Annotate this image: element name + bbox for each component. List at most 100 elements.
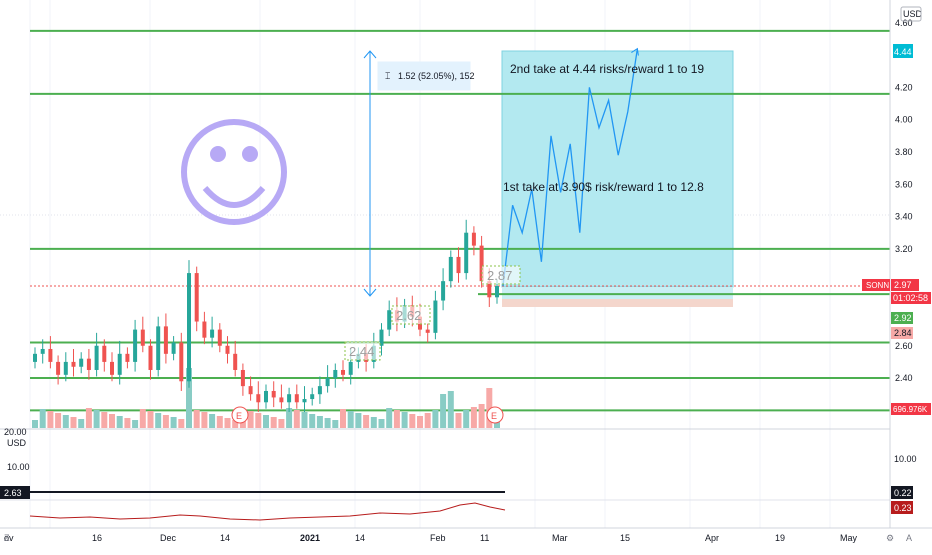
earnings-marker[interactable]: E bbox=[231, 406, 249, 424]
volume-bar bbox=[62, 415, 69, 428]
symbol-badge: SONN bbox=[866, 281, 889, 290]
candle[interactable] bbox=[79, 358, 84, 367]
candle[interactable] bbox=[294, 394, 299, 403]
volume-bar bbox=[247, 411, 254, 428]
candle[interactable] bbox=[433, 300, 438, 333]
candle[interactable] bbox=[63, 361, 68, 375]
candle[interactable] bbox=[210, 329, 215, 338]
measure-tool[interactable]: ⌶ 1.52 (52.05%), 152 bbox=[363, 50, 475, 297]
forecast-path[interactable] bbox=[502, 48, 639, 287]
time-axis-label: 2021 bbox=[300, 533, 320, 543]
auto-scale-icon[interactable]: A bbox=[906, 533, 912, 543]
volume-bar bbox=[32, 420, 38, 428]
volume-bar bbox=[324, 418, 331, 428]
volume-bar bbox=[378, 419, 385, 428]
measure-label: 1.52 (52.05%), 152 bbox=[398, 71, 475, 81]
candle[interactable] bbox=[333, 369, 338, 379]
candle[interactable] bbox=[140, 329, 145, 346]
candle[interactable] bbox=[179, 342, 184, 382]
candle[interactable] bbox=[271, 390, 276, 398]
candle[interactable] bbox=[71, 361, 76, 367]
candle[interactable] bbox=[94, 345, 99, 370]
volume-bar bbox=[470, 407, 477, 428]
candle[interactable] bbox=[86, 358, 91, 370]
stop-zone bbox=[502, 299, 733, 307]
settings-icon[interactable]: ⚙ bbox=[886, 533, 894, 543]
volume-bar bbox=[463, 410, 470, 428]
candle[interactable] bbox=[117, 353, 122, 375]
candle[interactable] bbox=[279, 397, 284, 403]
candle[interactable] bbox=[441, 281, 446, 301]
svg-text:2.62: 2.62 bbox=[396, 308, 421, 323]
candle[interactable] bbox=[479, 245, 484, 282]
price-axis-label: 3.40 bbox=[895, 212, 913, 222]
candle[interactable] bbox=[125, 353, 130, 362]
candle[interactable] bbox=[256, 394, 261, 403]
candle[interactable] bbox=[110, 361, 114, 375]
candle[interactable] bbox=[233, 353, 238, 370]
volume-bar bbox=[401, 412, 408, 428]
volume-bar bbox=[393, 410, 400, 428]
candle[interactable] bbox=[495, 286, 499, 298]
lower-right-val2: 0.23 bbox=[894, 503, 912, 513]
candle[interactable] bbox=[317, 386, 322, 395]
candle[interactable] bbox=[379, 329, 384, 346]
candle[interactable] bbox=[248, 386, 253, 395]
candle[interactable] bbox=[102, 345, 107, 362]
volume-bar bbox=[455, 413, 462, 428]
volume-bar bbox=[124, 418, 131, 428]
candle[interactable] bbox=[287, 394, 292, 403]
candle[interactable] bbox=[387, 310, 392, 330]
candle[interactable] bbox=[148, 345, 153, 370]
candle[interactable] bbox=[341, 369, 345, 375]
lower-top-label: 20.00 bbox=[4, 427, 27, 437]
candle[interactable] bbox=[325, 378, 330, 387]
volume-bar bbox=[255, 413, 262, 428]
candle[interactable] bbox=[40, 348, 45, 354]
lower-mid-label: 10.00 bbox=[7, 462, 30, 472]
time-axis-label: ov bbox=[4, 533, 14, 543]
candle[interactable] bbox=[348, 361, 353, 375]
time-axis-label: 15 bbox=[620, 533, 630, 543]
entry-badge: 2.92 bbox=[894, 313, 912, 323]
candle[interactable] bbox=[448, 256, 453, 282]
candle[interactable] bbox=[310, 394, 315, 400]
candle[interactable] bbox=[156, 326, 161, 370]
candle[interactable] bbox=[133, 329, 138, 362]
volume-bar bbox=[309, 414, 316, 428]
candle[interactable] bbox=[471, 232, 476, 246]
candle[interactable] bbox=[264, 390, 268, 403]
candle[interactable] bbox=[464, 232, 469, 274]
candle[interactable] bbox=[33, 353, 37, 362]
entry-zone bbox=[502, 287, 733, 299]
time-axis-label: 19 bbox=[775, 533, 785, 543]
candle[interactable] bbox=[240, 369, 245, 387]
candle[interactable] bbox=[48, 348, 53, 362]
earnings-marker[interactable]: E bbox=[486, 406, 504, 424]
profit-zone[interactable] bbox=[501, 50, 734, 288]
volume-bar bbox=[409, 414, 416, 428]
candle[interactable] bbox=[194, 273, 199, 322]
volume-bar bbox=[386, 408, 393, 428]
take2-label: 2nd take at 4.44 risks/reward 1 to 19 bbox=[510, 62, 704, 76]
measure-icon: ⌶ bbox=[385, 71, 390, 81]
candle[interactable] bbox=[456, 256, 461, 274]
time-axis-label: Mar bbox=[552, 533, 568, 543]
candle[interactable] bbox=[425, 329, 430, 333]
price-label-3: 2.87 bbox=[481, 265, 521, 285]
volume-bar bbox=[147, 411, 154, 428]
candle[interactable] bbox=[56, 361, 61, 375]
candle[interactable] bbox=[217, 329, 222, 346]
candle[interactable] bbox=[487, 281, 492, 298]
candle[interactable] bbox=[163, 326, 168, 354]
candle[interactable] bbox=[187, 273, 191, 382]
candle[interactable] bbox=[202, 321, 207, 338]
candle[interactable] bbox=[225, 345, 230, 354]
volume-bar bbox=[340, 409, 346, 428]
candle[interactable] bbox=[171, 342, 176, 354]
svg-text:2.87: 2.87 bbox=[487, 268, 512, 283]
candle[interactable] bbox=[302, 399, 307, 403]
z-icon[interactable]: Z bbox=[4, 533, 10, 543]
